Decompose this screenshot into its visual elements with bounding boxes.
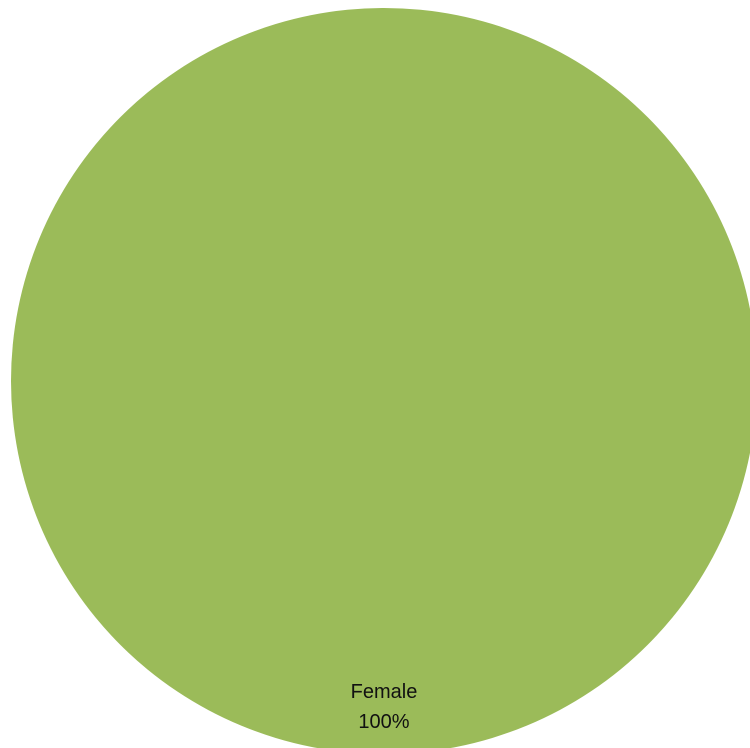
- pie-labels: Female 100%: [351, 681, 418, 733]
- pie-slice-female: [11, 8, 750, 748]
- slice-percent-female: 100%: [358, 711, 409, 733]
- pie-slices: [11, 8, 750, 748]
- slice-label-female: Female: [351, 681, 418, 703]
